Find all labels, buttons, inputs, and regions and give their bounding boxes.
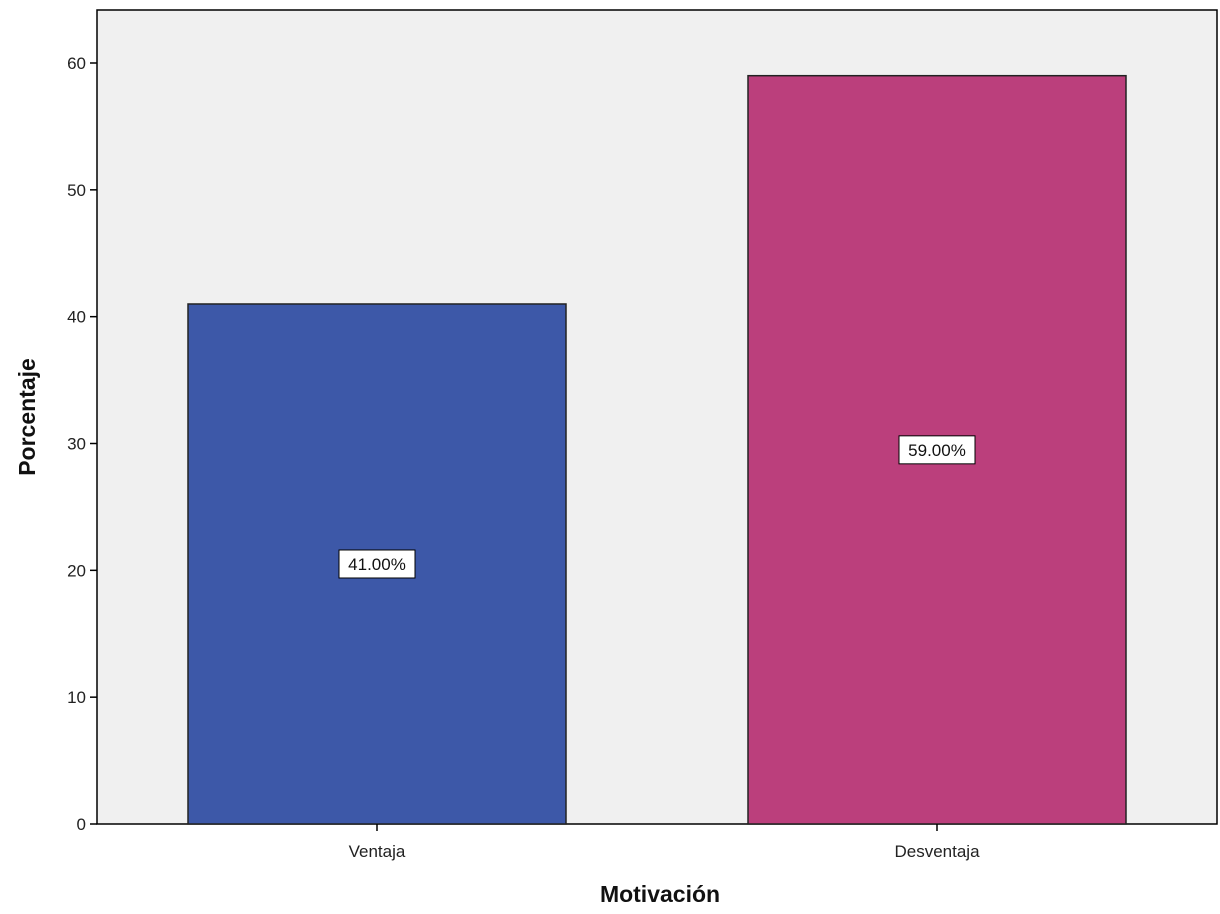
x-axis-title: Motivación — [600, 881, 720, 907]
x-tick-label: Ventaja — [349, 842, 406, 861]
y-tick-label: 30 — [67, 435, 86, 454]
y-tick-label: 60 — [67, 54, 86, 73]
y-tick-label: 20 — [67, 561, 86, 580]
y-tick-label: 0 — [77, 815, 86, 834]
y-tick-label: 50 — [67, 181, 86, 200]
bars: 41.00% 59.00% — [187, 74, 1127, 825]
y-tick-label: 40 — [67, 308, 86, 327]
y-tick-label: 10 — [67, 688, 86, 707]
data-label-box — [338, 549, 416, 579]
data-label-box — [898, 435, 976, 465]
x-axis: Ventaja Desventaja — [349, 824, 980, 861]
y-axis-title: Porcentaje — [14, 358, 40, 476]
data-label: 59.00% — [908, 441, 966, 460]
x-tick-label: Desventaja — [894, 842, 980, 861]
data-label: 41.00% — [348, 555, 406, 574]
y-axis: 0 10 20 30 40 50 60 — [67, 54, 97, 834]
